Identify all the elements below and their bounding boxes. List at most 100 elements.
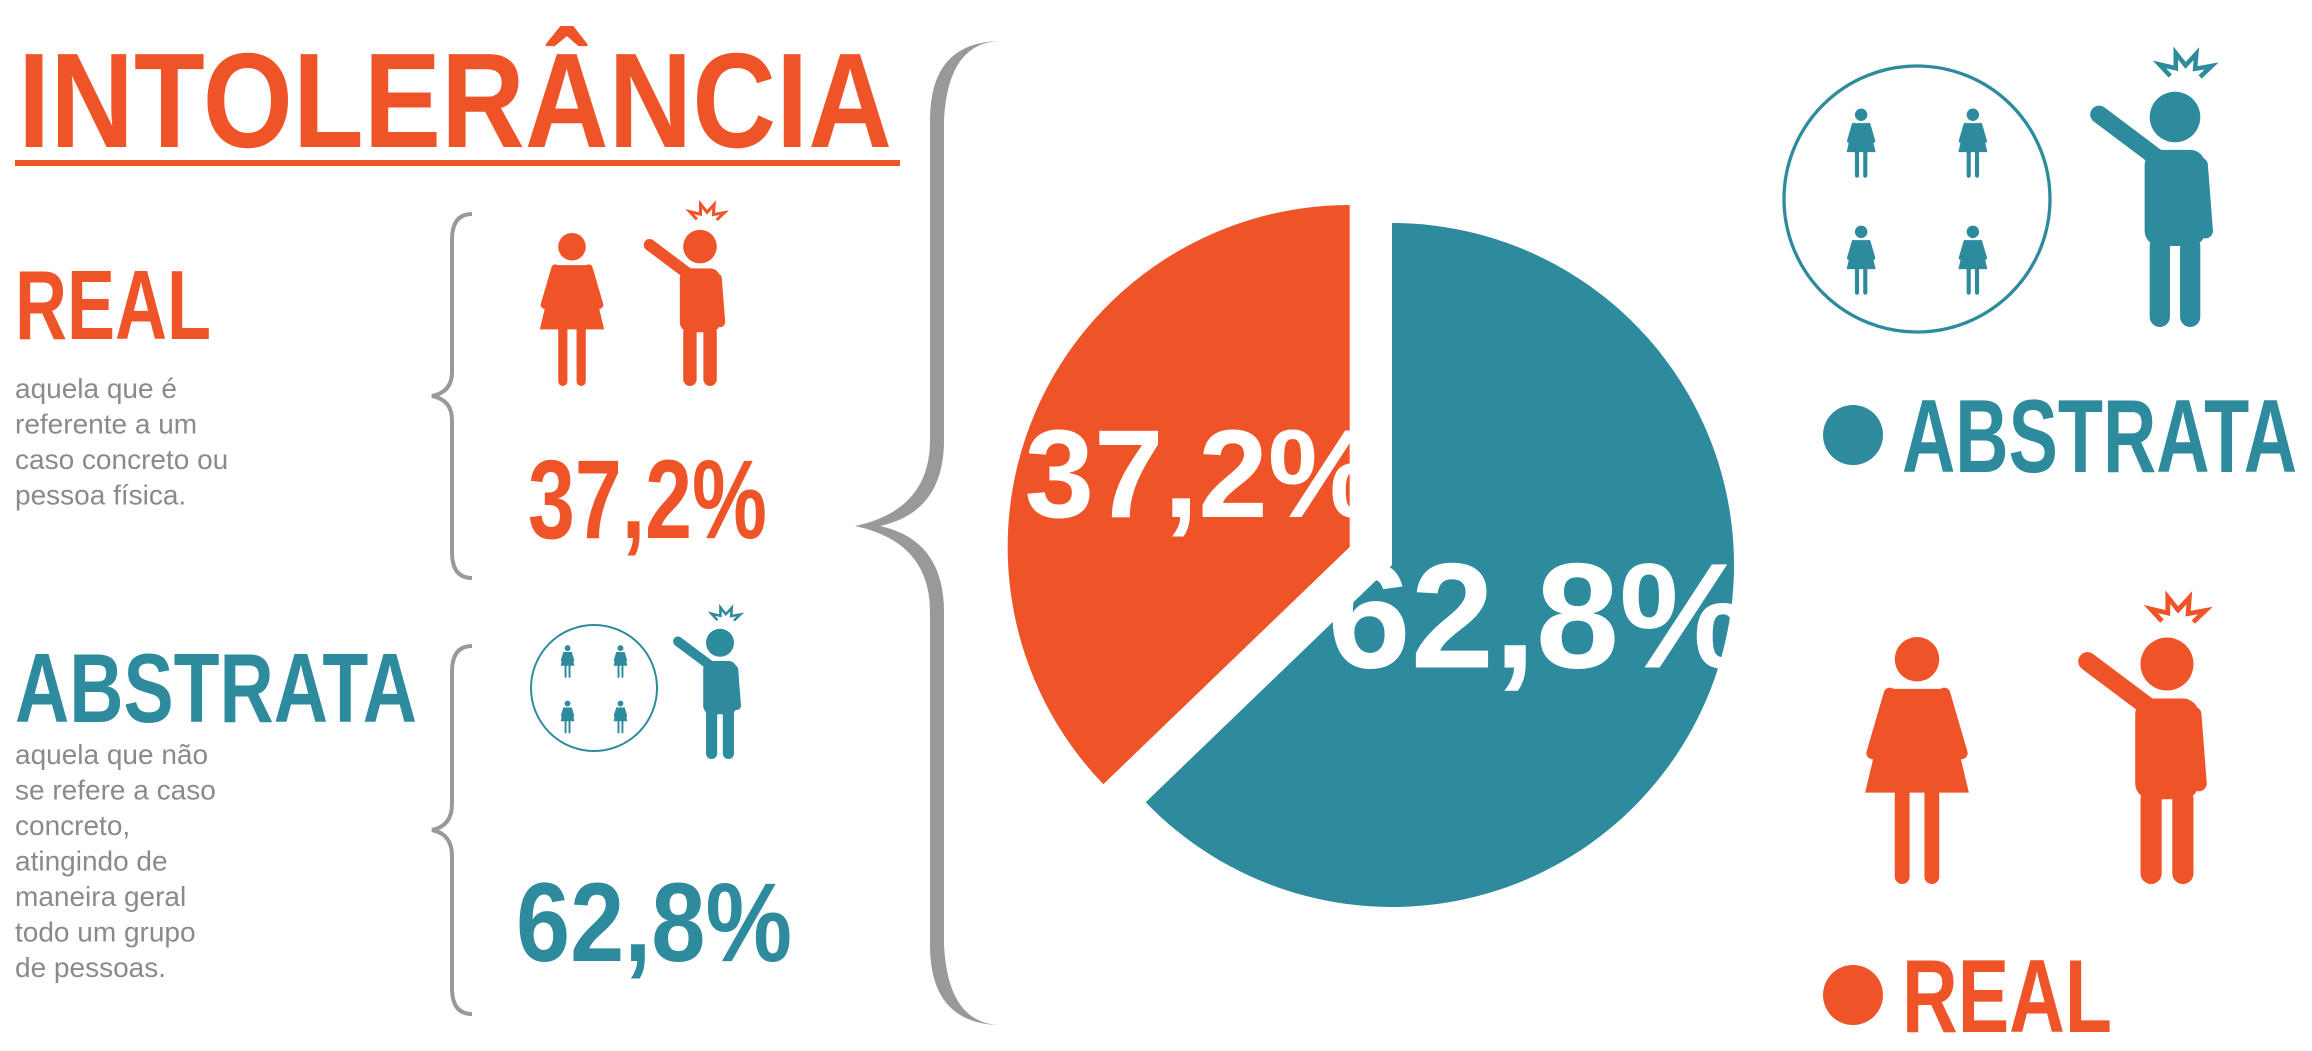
icon-body bbox=[2135, 698, 2199, 800]
icon-head bbox=[1894, 637, 1940, 682]
pie-slice bbox=[1007, 204, 1350, 785]
icon-leg bbox=[722, 708, 734, 759]
section-percent: 62,8% bbox=[516, 860, 792, 985]
icon-head bbox=[1966, 225, 1980, 239]
icon-dress bbox=[613, 652, 628, 666]
icon-leg bbox=[703, 325, 717, 386]
pie-slice bbox=[1145, 223, 1734, 908]
icon-arm bbox=[1846, 239, 1856, 260]
icon-arm bbox=[613, 707, 618, 717]
icon-leg bbox=[2180, 235, 2201, 327]
icon-dress bbox=[613, 707, 628, 722]
icon-leg bbox=[568, 720, 571, 734]
icon-arm bbox=[2192, 157, 2213, 239]
icon-arm bbox=[623, 707, 628, 717]
woman-icon bbox=[560, 645, 575, 678]
icon-arm bbox=[1846, 122, 1856, 143]
icon-leg bbox=[1863, 150, 1868, 178]
icon-body bbox=[703, 661, 737, 715]
icon-arm bbox=[560, 651, 565, 662]
icon-leg bbox=[1966, 150, 1971, 178]
section-description: caso concreto ou bbox=[15, 444, 228, 475]
icon-leg bbox=[617, 664, 620, 678]
woman-icon bbox=[560, 700, 575, 734]
icon-arm bbox=[570, 707, 575, 717]
icon-head bbox=[564, 645, 571, 652]
big-brace bbox=[855, 41, 1002, 1025]
woman-icon bbox=[1846, 225, 1876, 295]
icon-leg bbox=[2149, 235, 2170, 327]
icon-leg bbox=[568, 664, 571, 678]
icon-head bbox=[683, 229, 717, 264]
icon-dress bbox=[539, 265, 605, 330]
icon-leg bbox=[706, 708, 718, 759]
legend-swatch bbox=[1823, 965, 1883, 1025]
icon-dress bbox=[1958, 240, 1988, 270]
section-description: de pessoas. bbox=[15, 952, 166, 983]
slice-label: 37,2% bbox=[1025, 405, 1379, 544]
woman-icon bbox=[539, 233, 605, 386]
icon-arm bbox=[729, 665, 741, 710]
icon-arm bbox=[1958, 239, 1967, 260]
icon-leg bbox=[2172, 788, 2194, 884]
icon-leg bbox=[1974, 150, 1980, 178]
icon-leg bbox=[576, 324, 586, 386]
icon-leg bbox=[1924, 785, 1940, 884]
icon-leg bbox=[1974, 267, 1980, 295]
icon-leg bbox=[564, 664, 567, 678]
section-description: todo um grupo bbox=[15, 917, 196, 948]
man-icon bbox=[673, 603, 745, 759]
icon-dress bbox=[560, 707, 575, 722]
icon-head bbox=[617, 645, 624, 652]
icon-leg bbox=[1894, 785, 1910, 884]
section-description: se refere a caso bbox=[15, 775, 216, 806]
icon-arm bbox=[1866, 687, 1897, 760]
legend-label: ABSTRATA bbox=[1902, 379, 2297, 495]
icon-body bbox=[679, 268, 721, 333]
icon-arm bbox=[1958, 122, 1967, 143]
icon-leg bbox=[683, 325, 697, 386]
icon-body bbox=[2144, 149, 2206, 247]
section-description: pessoa física. bbox=[15, 480, 186, 511]
icon-head bbox=[564, 700, 571, 707]
icon-leg bbox=[621, 664, 624, 678]
icon-arm bbox=[673, 636, 717, 672]
brace bbox=[431, 644, 473, 1016]
icon-arm bbox=[1978, 239, 1988, 260]
icon-arm bbox=[2185, 706, 2207, 792]
icon-leg bbox=[1966, 267, 1971, 295]
woman-icon bbox=[1865, 637, 1969, 884]
icon-arm bbox=[711, 273, 726, 328]
icon-ring bbox=[1782, 64, 2052, 334]
icon-arm bbox=[643, 239, 696, 281]
section-description: atingindo de bbox=[15, 846, 168, 877]
icon-dress bbox=[1846, 240, 1876, 270]
woman-icon bbox=[1958, 108, 1988, 178]
section-description: referente a um bbox=[15, 409, 197, 440]
slice-label: 62,8% bbox=[1327, 532, 1752, 700]
icon-burst bbox=[707, 603, 745, 622]
icon-head bbox=[1854, 108, 1868, 122]
section-description: concreto, bbox=[15, 810, 130, 841]
icon-head bbox=[2149, 91, 2201, 143]
icon-dress bbox=[1846, 123, 1876, 153]
icon-ring bbox=[530, 624, 658, 752]
section-description: maneira geral bbox=[15, 881, 186, 912]
icon-dress bbox=[1865, 688, 1969, 793]
icon-leg bbox=[621, 720, 624, 734]
legend-label: REAL bbox=[1902, 939, 2112, 1051]
section-description: aquela que é bbox=[15, 373, 177, 404]
icon-burst bbox=[2152, 46, 2219, 79]
brace bbox=[431, 212, 473, 580]
icon-head bbox=[1966, 108, 1980, 122]
icon-leg bbox=[558, 324, 568, 386]
icon-arm bbox=[560, 707, 565, 717]
icon-leg bbox=[1863, 267, 1868, 295]
icon-arm bbox=[585, 264, 604, 309]
icon-leg bbox=[617, 720, 620, 734]
title: INTOLERÂNCIA bbox=[18, 25, 892, 176]
icon-arm bbox=[540, 264, 559, 309]
icon-arm bbox=[1937, 687, 1968, 760]
icon-arm bbox=[623, 651, 628, 662]
